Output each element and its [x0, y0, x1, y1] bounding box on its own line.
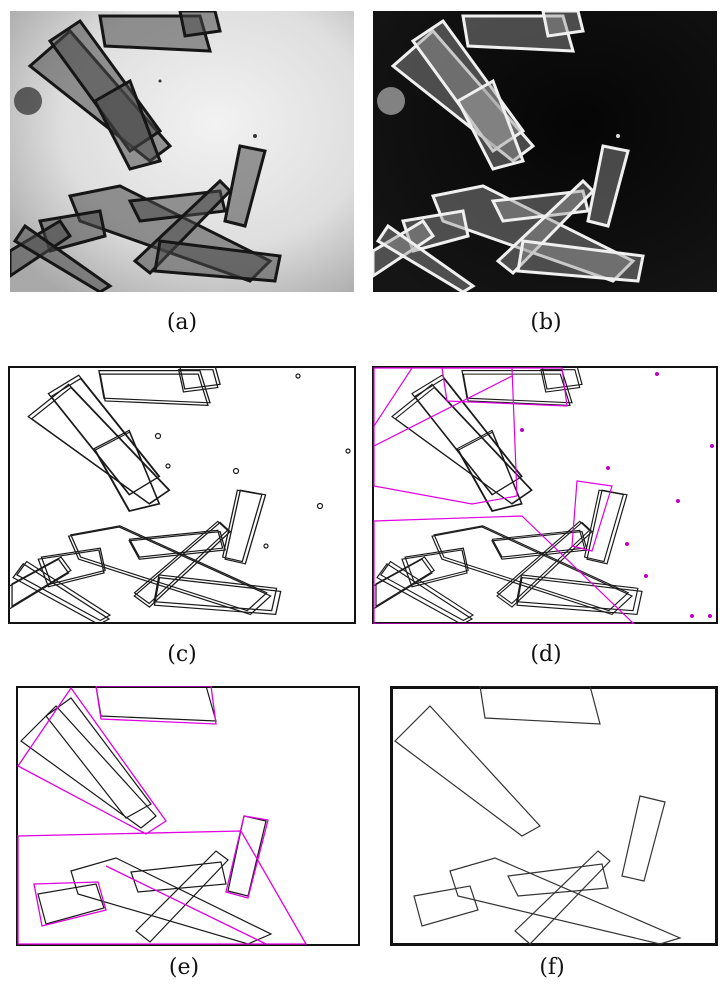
caption-c: (c): [167, 642, 197, 667]
filtered-hull-panel-e: [16, 686, 360, 946]
caption-f: (f): [539, 955, 565, 980]
micrograph-panel-b: [373, 11, 717, 292]
contour-panel-f: [390, 686, 718, 946]
micrograph-panel-a: [10, 11, 354, 292]
caption-a: (a): [166, 310, 198, 335]
caption-d: (d): [530, 642, 562, 667]
caption-b: (b): [530, 310, 562, 335]
caption-e: (e): [168, 955, 200, 980]
hull-overlay-panel-d: [372, 366, 718, 624]
edge-map-panel-c: [8, 366, 356, 624]
